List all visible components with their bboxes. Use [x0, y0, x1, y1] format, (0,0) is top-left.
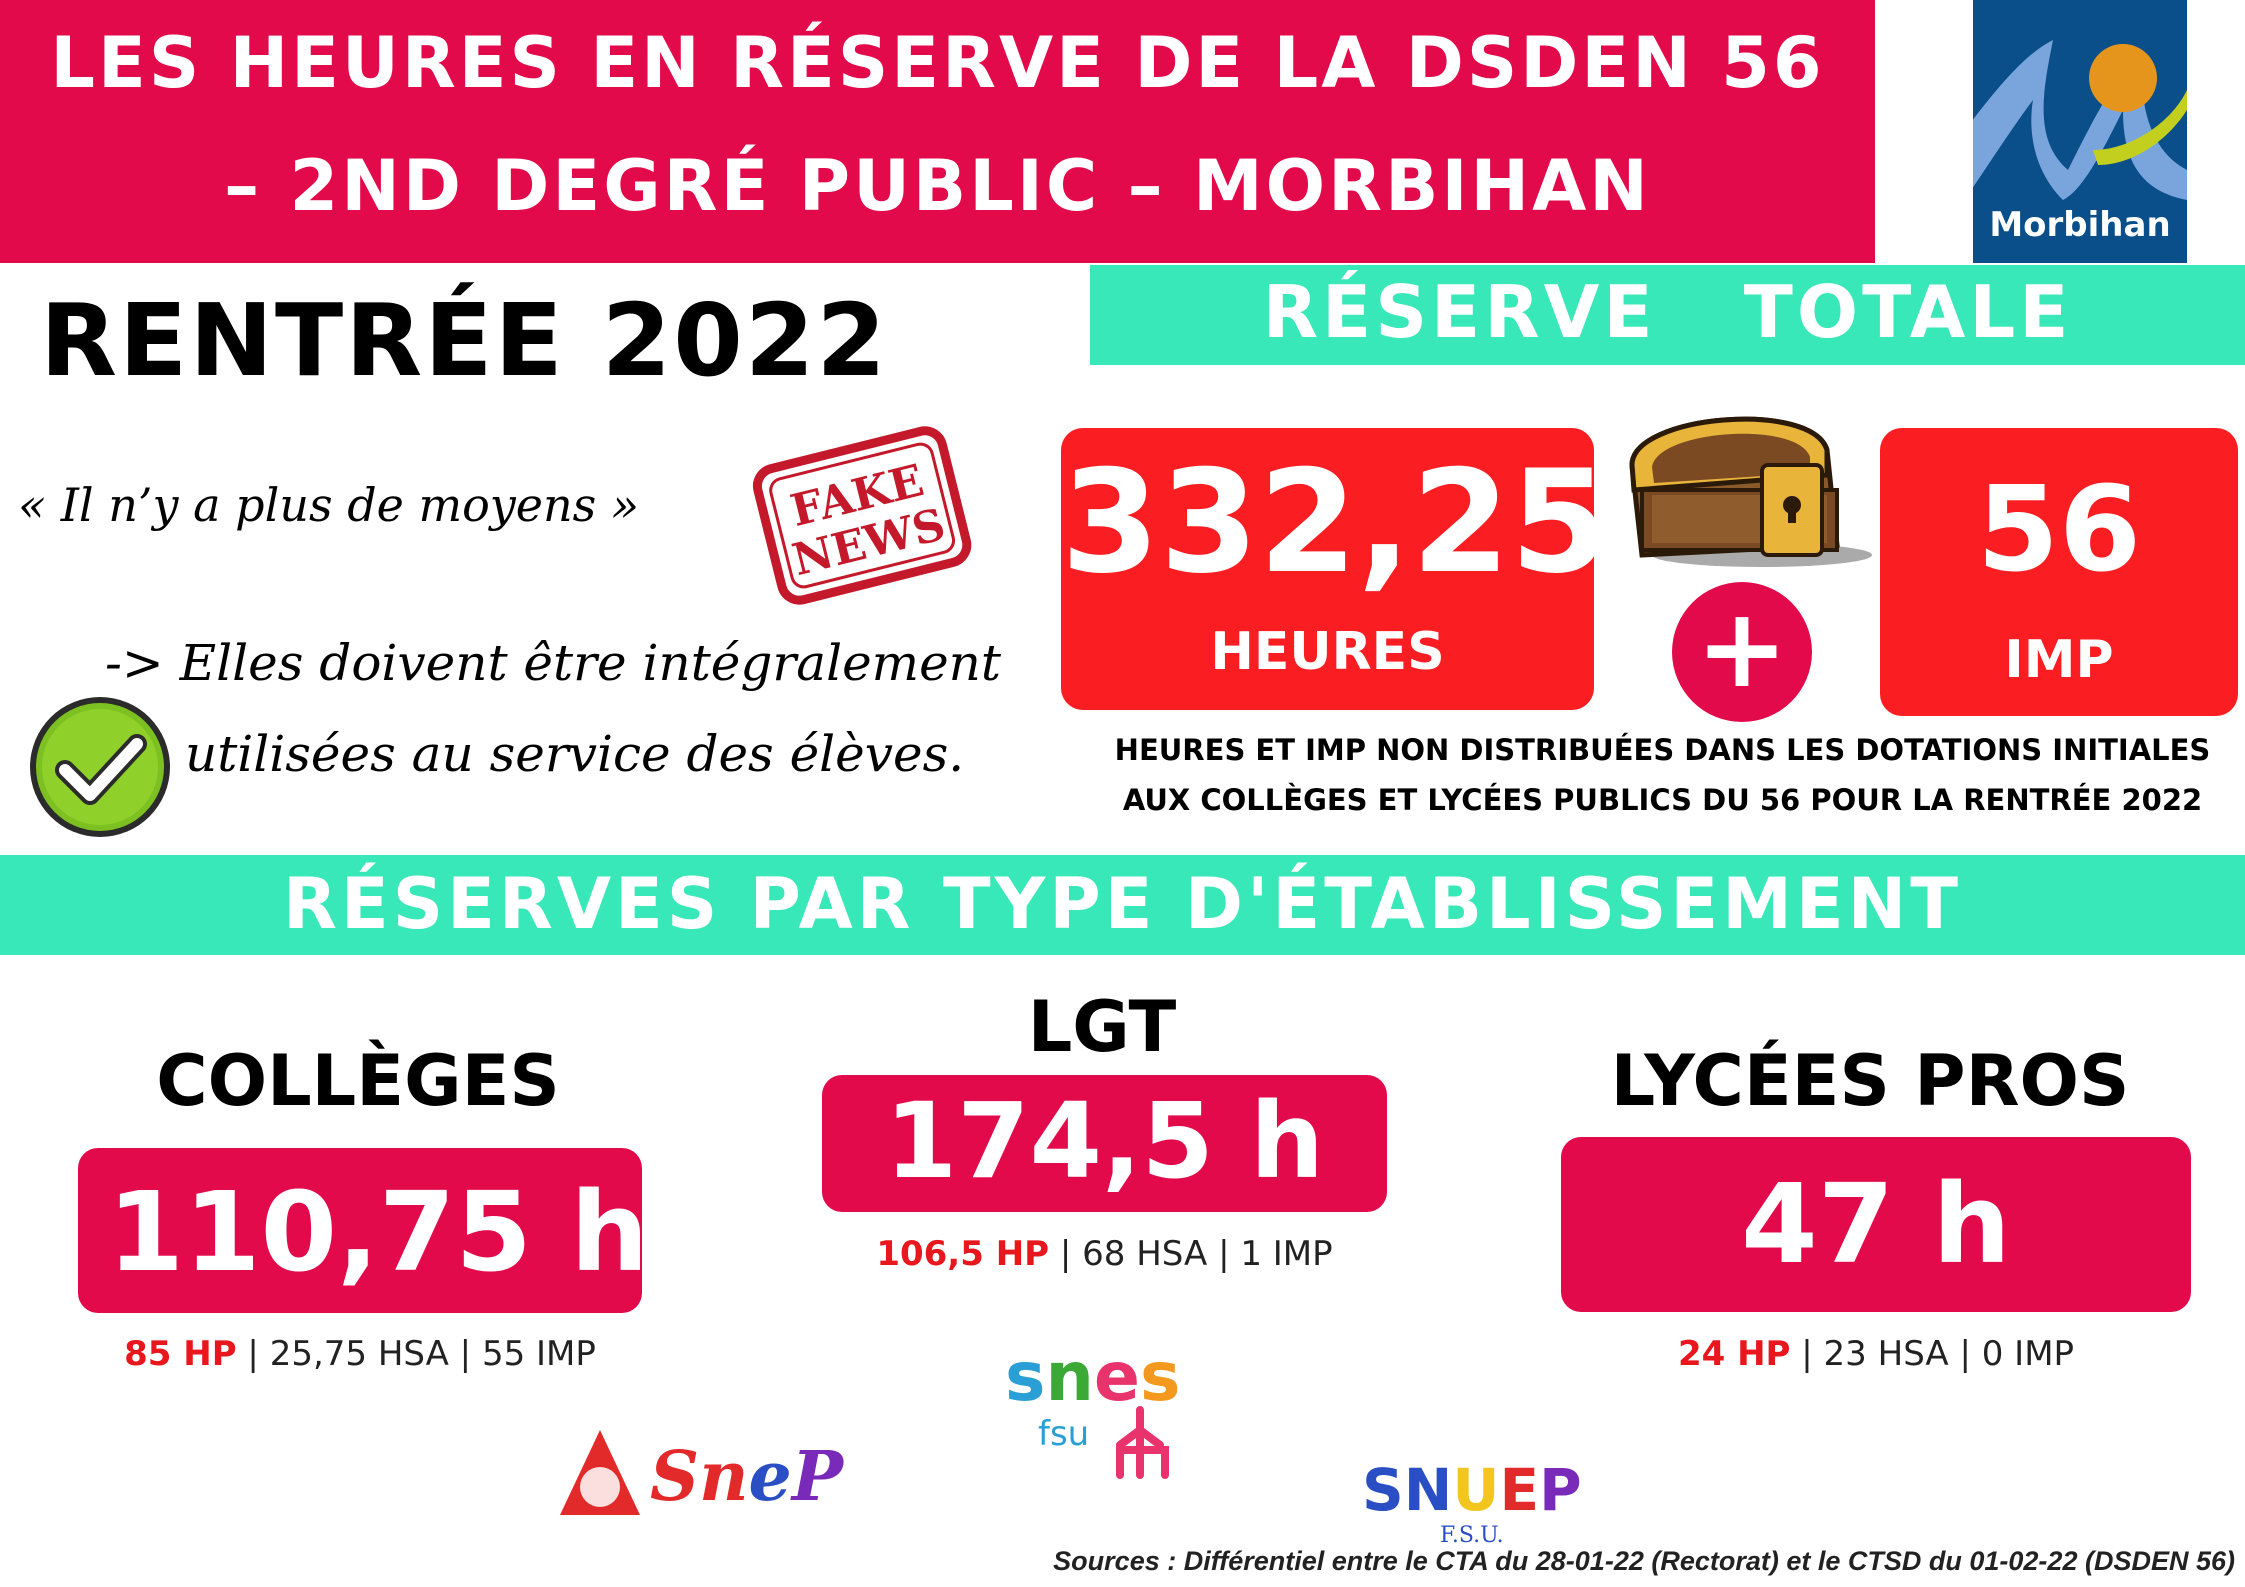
page-title-line2: – 2ND DEGRÉ PUBLIC – MORBIHAN	[224, 145, 1651, 227]
types-bar	[0, 855, 2245, 955]
quote-text: « Il n’y a plus de moyens »	[18, 478, 639, 532]
colleges-title: COLLÈGES	[156, 1040, 560, 1122]
morbihan-logo-label: Morbihan	[1989, 205, 2171, 245]
reserve-totale-bar	[1090, 265, 2245, 365]
lgt-breakdown-rest: | 68 HSA | 1 IMP	[1049, 1234, 1333, 1274]
lycees-pros-box	[1561, 1137, 2191, 1312]
snep-logo: SneP	[560, 1430, 845, 1517]
lgt-title: LGT	[1027, 986, 1177, 1068]
reserve-description-line1: HEURES ET IMP NON DISTRIBUÉES DANS LES D…	[1114, 733, 2211, 767]
must-text-line2: utilisées au service des élèves.	[185, 725, 965, 783]
lgt-hp: 106,5 HP	[876, 1234, 1050, 1274]
lycees-pros-value: 47 h	[1741, 1160, 2011, 1288]
colleges-hp: 85 HP	[124, 1334, 237, 1374]
title-banner	[0, 0, 1875, 263]
morbihan-logo-graphic	[1973, 40, 2187, 200]
colleges-box	[78, 1148, 642, 1313]
snuep-logo: SNUEP F.S.U.	[1362, 1456, 1580, 1548]
plus-circle	[1672, 582, 1812, 722]
types-title: RÉSERVES PAR TYPE D'ÉTABLISSEMENT	[282, 863, 1963, 945]
total-imp-unit: IMP	[2004, 630, 2114, 690]
sources-note: Sources : Différentiel entre le CTA du 2…	[1053, 1546, 2235, 1576]
snes-fsu-logo: snes fsu	[1005, 1338, 1181, 1479]
lycees-pros-hp: 24 HP	[1677, 1334, 1791, 1374]
fake-news-stamp: FAKE NEWS	[752, 426, 972, 605]
rentree-heading: RENTRÉE 2022	[40, 282, 888, 399]
plus-sign: +	[1695, 584, 1789, 712]
lycees-pros-breakdown-rest: | 23 HSA | 0 IMP	[1790, 1334, 2075, 1374]
check-icon	[30, 697, 170, 837]
colleges-breakdown-rest: | 25,75 HSA | 55 IMP	[236, 1334, 596, 1374]
morbihan-logo	[1973, 0, 2187, 263]
total-imp-box	[1880, 428, 2238, 716]
lgt-box	[822, 1075, 1387, 1212]
page-title-line1: LES HEURES EN RÉSERVE DE LA DSDEN 56	[50, 22, 1825, 104]
snuep-logo-text: SNUEP	[1362, 1456, 1580, 1524]
snep-logo-text: SneP	[650, 1437, 845, 1517]
lgt-value: 174,5 h	[884, 1080, 1325, 1202]
reserve-totale-title: RÉSERVE TOTALE	[1262, 270, 2073, 354]
lgt-breakdown: 106,5 HP | 68 HSA | 1 IMP	[822, 1234, 1387, 1274]
total-hours-box	[1061, 428, 1594, 710]
snuep-logo-sub: F.S.U.	[1440, 1523, 1504, 1548]
snes-logo-sub: fsu	[1038, 1414, 1089, 1454]
reserve-description-line2: AUX COLLÈGES ET LYCÉES PUBLICS DU 56 POU…	[1122, 783, 2203, 817]
total-hours-value: 332,25	[1061, 440, 1609, 605]
lycees-pros-title: LYCÉES PROS	[1610, 1040, 2130, 1122]
colleges-breakdown: 85 HP | 25,75 HSA | 55 IMP	[78, 1334, 642, 1374]
treasure-chest-icon	[1629, 416, 1872, 567]
lycees-pros-breakdown: 24 HP | 23 HSA | 0 IMP	[1561, 1334, 2191, 1374]
snes-logo-text: snes	[1005, 1338, 1181, 1417]
total-imp-value: 56	[1976, 460, 2142, 598]
total-hours-unit: HEURES	[1210, 622, 1445, 682]
must-text-line1: -> Elles doivent être intégralement	[105, 634, 1001, 692]
colleges-value: 110,75 h	[107, 1168, 649, 1296]
